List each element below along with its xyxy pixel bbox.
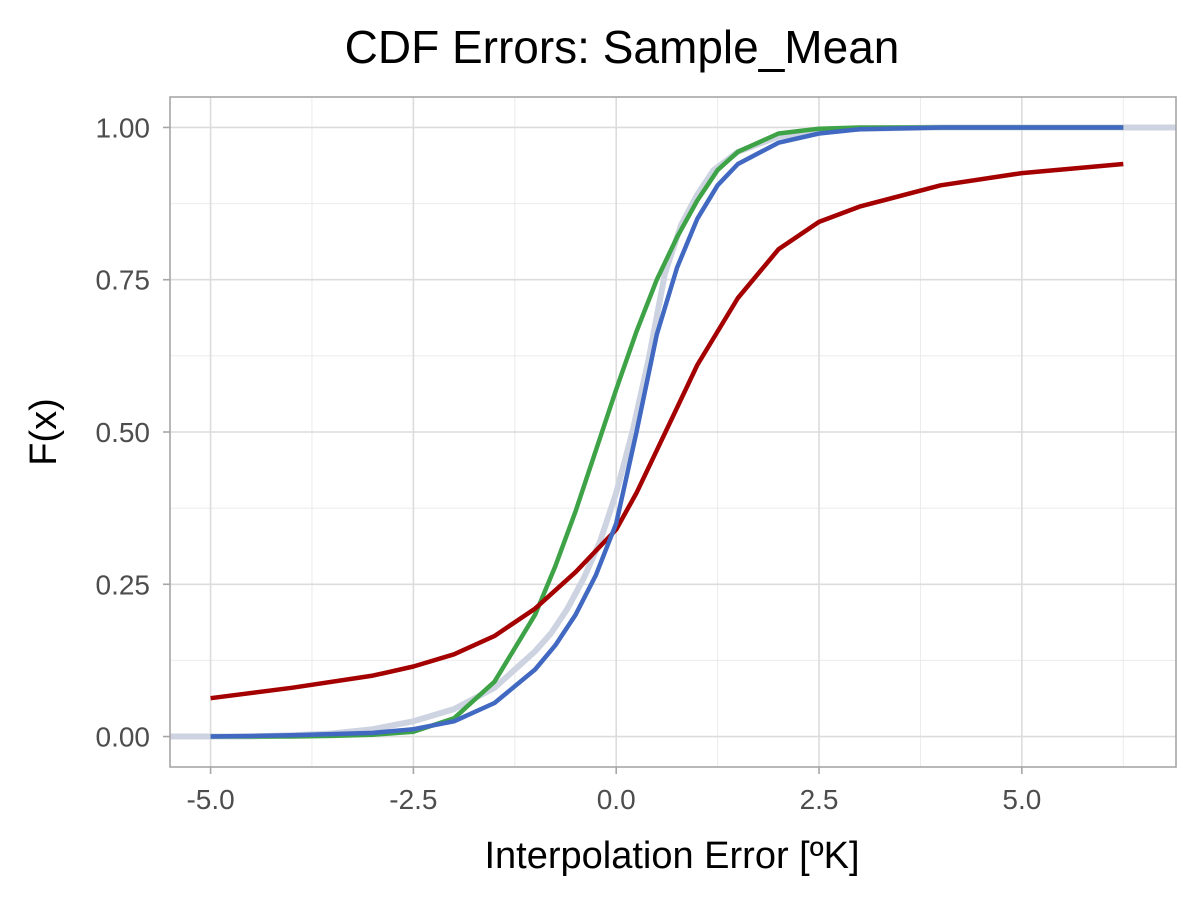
x-tick-label: -5.0 xyxy=(186,784,234,815)
series-line-2 xyxy=(210,125,1124,739)
x-tick-label: 5.0 xyxy=(1002,784,1041,815)
y-tick-label: 0.75 xyxy=(96,265,151,296)
x-tick-label: -2.5 xyxy=(389,784,437,815)
y-tick-label: 0.50 xyxy=(96,417,151,448)
series-line-3 xyxy=(210,161,1124,701)
y-axis-label: F(x) xyxy=(23,398,65,466)
y-tick-label: 1.00 xyxy=(96,112,151,143)
chart-title: CDF Errors: Sample_Mean xyxy=(345,21,900,73)
x-axis-label: Interpolation Error [ºK] xyxy=(484,835,859,877)
y-tick-label: 0.25 xyxy=(96,569,151,600)
x-tick-label: 0.0 xyxy=(597,784,636,815)
plot-area: -5.0 -2.5 0.0 2.5 5.0 0.00 0.25 0.50 0.75 1.00 xyxy=(96,96,1177,815)
series-line-4 xyxy=(210,125,1124,739)
x-tick-label: 2.5 xyxy=(800,784,839,815)
y-tick-label: 0.00 xyxy=(96,722,151,753)
